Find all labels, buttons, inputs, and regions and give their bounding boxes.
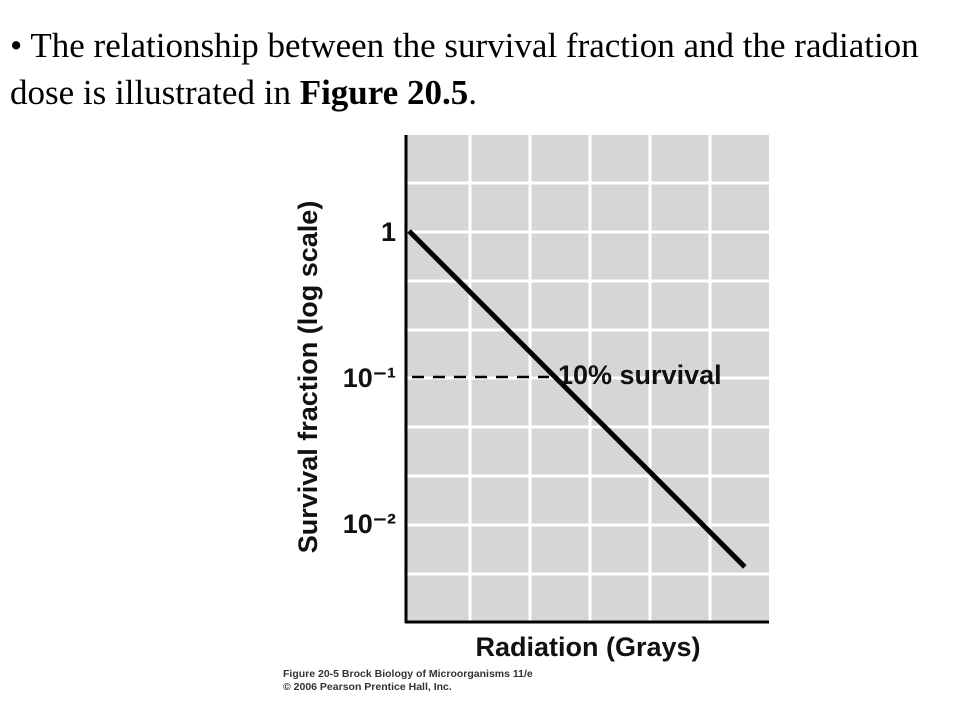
bullet-body: The relationship between the survival fr…	[10, 26, 919, 112]
figure-reference: Figure 20.5	[299, 73, 469, 112]
y-tick-labels: 1 10⁻¹ 10⁻²	[343, 217, 396, 539]
grid-lines	[406, 135, 769, 622]
bullet-end: .	[468, 73, 477, 112]
y-tick-label-1: 1	[381, 217, 396, 247]
x-axis-label: Radiation (Grays)	[475, 632, 700, 662]
y-axis-label: Survival fraction (log scale)	[293, 201, 323, 554]
slide-bullet-text: • The relationship between the survival …	[10, 22, 940, 116]
figure-caption: Figure 20-5 Brock Biology of Microorgani…	[283, 668, 533, 694]
caption-line-1: Figure 20-5 Brock Biology of Microorgani…	[283, 668, 533, 680]
y-tick-label-3: 10⁻²	[343, 509, 396, 539]
y-tick-label-2: 10⁻¹	[343, 363, 396, 393]
caption-line-2: © 2006 Pearson Prentice Hall, Inc.	[283, 681, 452, 693]
survival-annotation: 10% survival	[558, 360, 722, 390]
survival-curve	[407, 229, 747, 569]
bullet-marker: •	[10, 26, 23, 65]
